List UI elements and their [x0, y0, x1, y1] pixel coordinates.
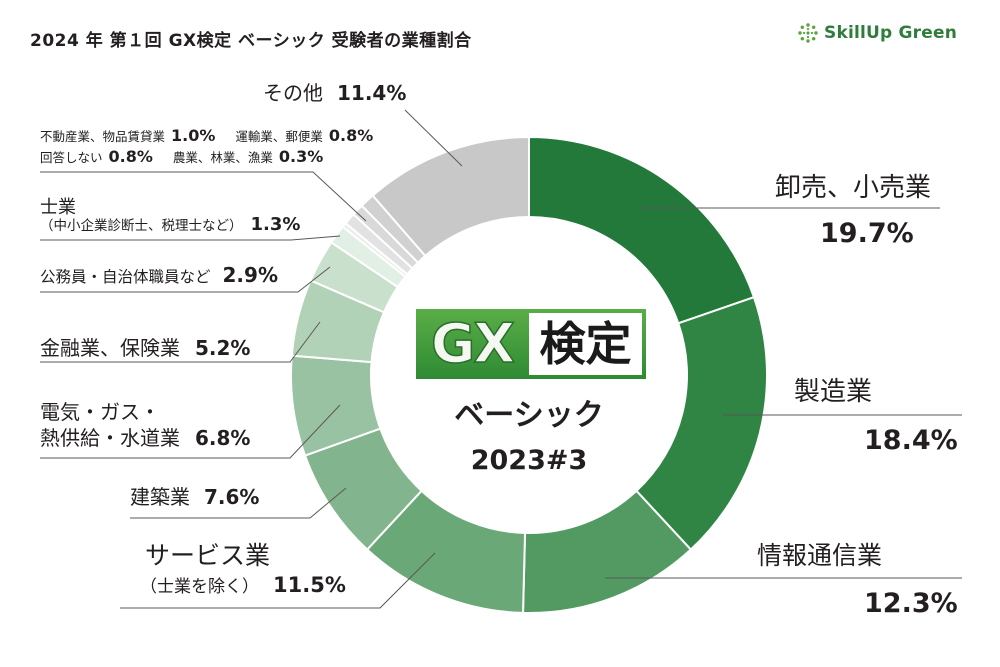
label-finance-insurance: 金融業、保険業 5.2%	[40, 338, 250, 358]
label-utilities-value: 6.8%	[195, 426, 251, 450]
label-utilities-name-line1: 電気・ガス・	[40, 400, 160, 424]
label-real-estate-rental-value: 1.0%	[171, 126, 216, 145]
label-licensed-professionals-detail-row: （中小企業診断士、税理士など） 1.3%	[40, 216, 300, 234]
center-exam-session: 2023#3	[470, 445, 588, 476]
label-real-estate-rental-name: 不動産業、物品賃貸業	[40, 129, 166, 144]
label-no-answer-value: 0.8%	[108, 147, 153, 166]
skillup-green-logo: SkillUp Green	[797, 22, 957, 44]
sparkle-dots-icon	[798, 23, 818, 43]
label-wholesale-retail-name: 卸売、小売業	[775, 173, 932, 203]
label-construction-value: 7.6%	[204, 485, 260, 509]
gx-kentei-logo: GX 検定	[416, 309, 646, 379]
label-transport-postal-name: 運輸業、郵便業	[235, 129, 323, 144]
label-finance-insurance-value: 5.2%	[195, 336, 251, 360]
label-information-communication-name: 情報通信業	[757, 541, 883, 570]
brand-name: SkillUp Green	[824, 22, 958, 43]
label-row-small-categories-2: 回答しない 0.8% 農業、林業、漁業 0.3%	[40, 149, 323, 165]
label-licensed-professionals-detail: （中小企業診断士、税理士など）	[40, 218, 243, 234]
label-other-name: その他	[263, 81, 323, 105]
gx-logo-text: GX	[430, 312, 515, 375]
label-other: その他 11.4%	[263, 83, 406, 103]
label-agriculture-name: 農業、林業、漁業	[172, 150, 273, 165]
label-construction-name: 建築業	[130, 485, 190, 509]
label-other-value: 11.4%	[337, 81, 407, 105]
label-services-value: 11.5%	[273, 573, 346, 597]
label-public-servants-value: 2.9%	[222, 263, 278, 287]
label-transport-postal-value: 0.8%	[328, 126, 374, 145]
label-row-small-categories-1: 不動産業、物品賃貸業 1.0% 運輸業、郵便業 0.8%	[40, 128, 373, 144]
label-licensed-professionals-name: 士業	[40, 197, 76, 218]
leader-line-construction	[130, 487, 347, 519]
label-information-communication-value: 12.3%	[864, 588, 958, 619]
label-utilities-name-line2: 熱供給・水道業	[40, 426, 180, 450]
kentei-logo-text: 検定	[529, 313, 642, 375]
leader-line-utilities	[40, 404, 341, 459]
label-public-servants-name: 公務員・自治体職員など	[40, 268, 211, 286]
label-no-answer-name: 回答しない	[40, 150, 103, 165]
leader-line-finance-insurance	[40, 321, 321, 363]
donut-slices	[290, 136, 768, 614]
center-exam-level: ベーシック	[454, 398, 604, 433]
slice-wholesale-retail	[528, 136, 755, 325]
label-wholesale-retail-value: 19.7%	[820, 218, 914, 249]
label-agriculture-value: 0.3%	[278, 147, 324, 166]
label-services-detail: （士業を除く）	[140, 577, 259, 597]
label-services-name: サービス業	[145, 541, 271, 570]
label-finance-insurance-name: 金融業、保険業	[40, 336, 180, 360]
slice-other	[371, 136, 530, 257]
label-manufacturing-value: 18.4%	[864, 425, 958, 456]
label-public-servants: 公務員・自治体職員など 2.9%	[40, 265, 278, 286]
leader-line-small-categories	[40, 171, 367, 222]
leader-line-services	[120, 552, 436, 609]
label-construction: 建築業 7.6%	[130, 487, 259, 507]
label-manufacturing-name: 製造業	[794, 377, 873, 407]
chart-title: 2024 年 第１回 GX検定 ベーシック 受験者の業種割合	[30, 31, 472, 51]
leader-line-other	[404, 109, 463, 167]
label-utilities-line2: 熱供給・水道業 6.8%	[40, 428, 250, 448]
leader-line-public-servants	[40, 266, 331, 293]
leader-line-licensed-professionals	[40, 235, 341, 241]
label-licensed-professionals-value: 1.3%	[250, 214, 301, 235]
leader-lines	[40, 109, 962, 609]
label-services-line2: （士業を除く） 11.5%	[140, 575, 346, 596]
